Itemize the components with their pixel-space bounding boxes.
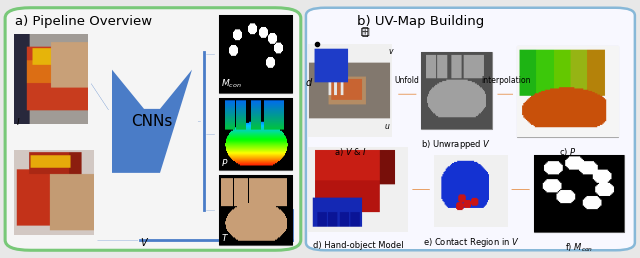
Text: $P$: $P$ xyxy=(221,157,229,168)
Text: d) Hand-object Model: d) Hand-object Model xyxy=(313,241,404,250)
Bar xyxy=(219,15,292,93)
Text: b) Unwrapped $V$: b) Unwrapped $V$ xyxy=(421,138,492,151)
Text: a) $V$ & $I$: a) $V$ & $I$ xyxy=(334,146,367,158)
FancyBboxPatch shape xyxy=(306,8,635,250)
Text: c) $P$: c) $P$ xyxy=(559,146,577,158)
Bar xyxy=(534,155,624,232)
Bar xyxy=(517,46,618,137)
Text: 🎥: 🎥 xyxy=(362,27,368,37)
Bar xyxy=(219,175,292,245)
Text: $V$: $V$ xyxy=(140,236,148,248)
Text: f) $M_{con}$: f) $M_{con}$ xyxy=(565,241,593,254)
Text: $u$: $u$ xyxy=(384,122,390,131)
Text: Unfold: Unfold xyxy=(395,76,419,85)
Text: d: d xyxy=(305,78,312,87)
Text: ⊞: ⊞ xyxy=(360,26,370,39)
Bar xyxy=(421,52,492,129)
Text: $v$: $v$ xyxy=(388,47,394,56)
Polygon shape xyxy=(112,70,192,173)
Text: $T$: $T$ xyxy=(221,232,230,243)
Text: a) Pipeline Overview: a) Pipeline Overview xyxy=(15,15,152,28)
Bar xyxy=(219,98,292,170)
Text: $I$: $I$ xyxy=(16,116,20,127)
Text: b) UV-Map Building: b) UV-Map Building xyxy=(357,15,484,28)
Text: Interpolation: Interpolation xyxy=(481,76,531,85)
Text: $M_{con}$: $M_{con}$ xyxy=(221,77,242,90)
FancyBboxPatch shape xyxy=(5,8,301,250)
Text: e) Contact Region in $V$: e) Contact Region in $V$ xyxy=(423,236,519,249)
Text: CNNs: CNNs xyxy=(131,114,173,129)
